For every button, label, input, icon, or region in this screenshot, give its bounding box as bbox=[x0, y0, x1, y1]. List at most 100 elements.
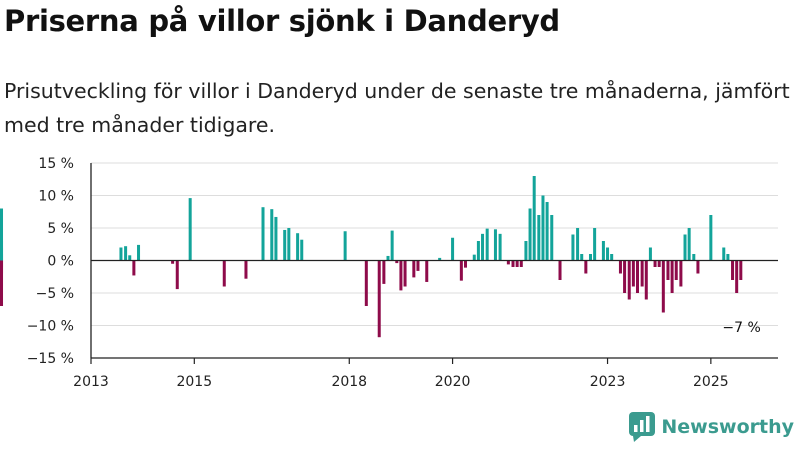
bar bbox=[739, 260, 743, 280]
bar bbox=[472, 254, 476, 261]
bar bbox=[459, 260, 463, 281]
bar bbox=[653, 260, 657, 267]
bar bbox=[124, 246, 128, 261]
y-tick-label: −5 % bbox=[36, 286, 74, 302]
bar bbox=[128, 255, 132, 261]
bar bbox=[481, 233, 485, 261]
x-tick-label: 2020 bbox=[435, 374, 471, 390]
bar bbox=[571, 234, 575, 261]
bar bbox=[485, 228, 489, 261]
x-tick-label: 2015 bbox=[176, 374, 212, 390]
bar bbox=[528, 208, 532, 261]
bar bbox=[593, 228, 597, 261]
bar bbox=[640, 260, 644, 287]
bar bbox=[519, 260, 523, 267]
bar bbox=[648, 247, 652, 261]
y-tick-label: 10 % bbox=[38, 189, 74, 205]
bar bbox=[119, 247, 123, 261]
bar bbox=[395, 260, 399, 264]
bar bbox=[498, 233, 502, 261]
bar bbox=[412, 260, 416, 278]
bar bbox=[661, 260, 665, 313]
bar bbox=[438, 257, 442, 261]
bar bbox=[403, 260, 407, 287]
bar bbox=[132, 260, 136, 276]
bar bbox=[390, 230, 394, 261]
bar bbox=[687, 228, 691, 261]
bar bbox=[511, 260, 515, 267]
bar bbox=[666, 260, 670, 280]
bar bbox=[287, 228, 291, 261]
bar bbox=[635, 260, 639, 293]
bar bbox=[451, 237, 455, 261]
bar bbox=[386, 255, 390, 261]
y-tick-label: 5 % bbox=[47, 221, 74, 237]
bar bbox=[0, 260, 4, 306]
x-tick-label: 2018 bbox=[331, 374, 367, 390]
x-tick-label: 2025 bbox=[693, 374, 729, 390]
bar bbox=[588, 254, 592, 261]
axes bbox=[90, 163, 778, 359]
bar bbox=[425, 260, 429, 282]
bars bbox=[0, 176, 743, 338]
bar bbox=[506, 260, 510, 265]
bar bbox=[610, 254, 614, 261]
bar bbox=[244, 260, 248, 279]
last-value-label: −7 % bbox=[722, 320, 760, 336]
bar bbox=[657, 260, 661, 267]
x-tick-label: 2023 bbox=[590, 374, 626, 390]
chart-subtitle: Prisutveckling för villor i Danderyd und… bbox=[4, 79, 790, 137]
bar bbox=[683, 234, 687, 261]
bar bbox=[670, 260, 674, 293]
y-tick-label: 15 % bbox=[38, 156, 74, 172]
bar bbox=[722, 247, 726, 261]
bar bbox=[524, 241, 528, 261]
bar bbox=[0, 208, 4, 261]
x-tick-label: 2013 bbox=[73, 374, 109, 390]
bar bbox=[274, 216, 278, 261]
bar bbox=[627, 260, 631, 300]
bar bbox=[515, 260, 519, 267]
bar bbox=[175, 260, 179, 290]
bar bbox=[270, 209, 274, 261]
bar bbox=[416, 260, 420, 271]
bar bbox=[296, 233, 300, 261]
bar bbox=[584, 260, 588, 274]
bar bbox=[631, 260, 635, 287]
bar bbox=[618, 260, 622, 274]
bar bbox=[735, 260, 739, 293]
bar bbox=[364, 260, 368, 306]
bar bbox=[580, 254, 584, 261]
bar bbox=[300, 239, 304, 261]
bar bbox=[171, 260, 175, 264]
y-tick-label: −15 % bbox=[27, 351, 74, 367]
bar bbox=[261, 207, 265, 261]
bar bbox=[606, 247, 610, 261]
bar bbox=[601, 241, 605, 261]
bar bbox=[692, 254, 696, 261]
bar bbox=[545, 202, 549, 261]
bar bbox=[377, 260, 381, 338]
bar bbox=[558, 260, 562, 280]
bar bbox=[576, 228, 580, 261]
bar bbox=[188, 198, 192, 261]
bar bbox=[696, 260, 700, 274]
bar bbox=[463, 260, 467, 268]
bar bbox=[493, 229, 497, 261]
bar bbox=[343, 231, 347, 261]
bar bbox=[550, 215, 554, 261]
bar bbox=[709, 215, 713, 261]
y-tick-label: −10 % bbox=[27, 319, 74, 335]
brand-logo: Newsworthy bbox=[629, 412, 794, 442]
bar bbox=[541, 195, 545, 261]
bar bbox=[222, 260, 226, 287]
bar bbox=[283, 229, 287, 261]
bar bbox=[537, 215, 541, 261]
bar bbox=[731, 260, 735, 280]
bar bbox=[532, 176, 536, 261]
bar bbox=[476, 241, 480, 261]
chart-title: Priserna på villor sjönk i Danderyd bbox=[4, 4, 560, 38]
grid-lines bbox=[91, 162, 778, 326]
bar bbox=[679, 260, 683, 287]
